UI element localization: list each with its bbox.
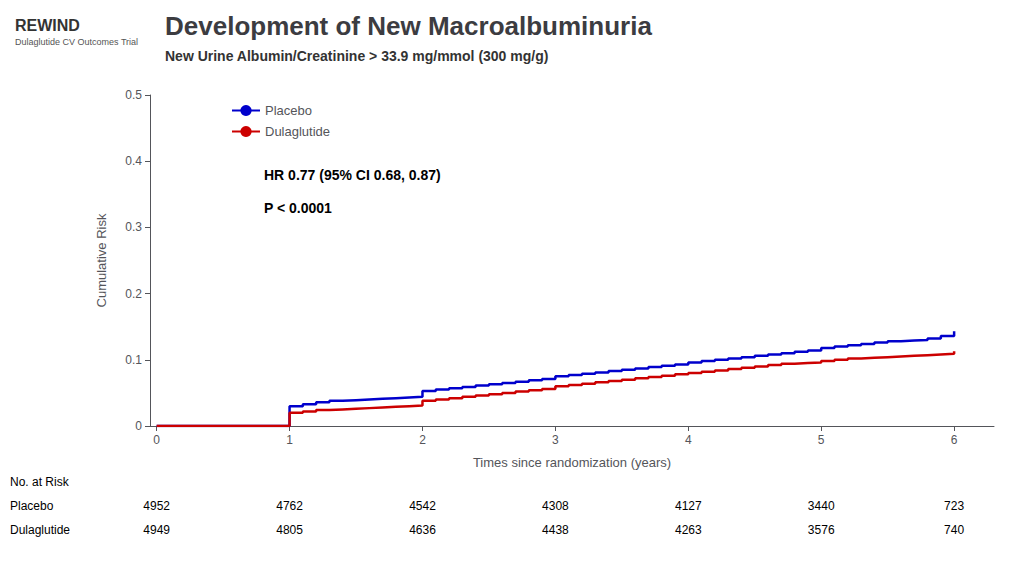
- svg-text:2: 2: [419, 433, 426, 447]
- svg-text:4: 4: [685, 433, 692, 447]
- svg-text:Times since randomization (yea: Times since randomization (years): [473, 455, 671, 470]
- svg-text:Placebo: Placebo: [265, 103, 312, 118]
- svg-text:Placebo: Placebo: [10, 499, 54, 513]
- svg-text:0: 0: [135, 419, 142, 433]
- svg-text:1: 1: [286, 433, 293, 447]
- svg-text:0.5: 0.5: [125, 88, 142, 102]
- svg-text:0: 0: [153, 433, 160, 447]
- svg-text:4438: 4438: [542, 523, 569, 537]
- svg-text:New Urine Albumin/Creatinine >: New Urine Albumin/Creatinine > 33.9 mg/m…: [165, 48, 548, 64]
- svg-text:4542: 4542: [409, 499, 436, 513]
- svg-text:0.2: 0.2: [125, 287, 142, 301]
- svg-text:No. at Risk: No. at Risk: [10, 475, 70, 489]
- svg-text:6: 6: [951, 433, 958, 447]
- svg-text:723: 723: [944, 499, 964, 513]
- svg-text:3440: 3440: [808, 499, 835, 513]
- svg-text:5: 5: [818, 433, 825, 447]
- svg-text:Dulaglutide CV Outcomes Trial: Dulaglutide CV Outcomes Trial: [15, 37, 138, 47]
- svg-text:Development of New Macroalbumi: Development of New Macroalbuminuria: [165, 11, 652, 41]
- svg-text:0.4: 0.4: [125, 154, 142, 168]
- svg-text:4263: 4263: [675, 523, 702, 537]
- svg-text:Dulaglutide: Dulaglutide: [10, 523, 70, 537]
- svg-text:P < 0.0001: P < 0.0001: [264, 200, 332, 216]
- svg-text:3: 3: [552, 433, 559, 447]
- svg-text:REWIND: REWIND: [15, 17, 80, 34]
- svg-text:3576: 3576: [808, 523, 835, 537]
- svg-text:4949: 4949: [143, 523, 170, 537]
- svg-text:0.3: 0.3: [125, 220, 142, 234]
- svg-text:4952: 4952: [143, 499, 170, 513]
- svg-text:4805: 4805: [276, 523, 303, 537]
- svg-text:4127: 4127: [675, 499, 702, 513]
- svg-text:HR 0.77 (95% CI 0.68, 0.87): HR 0.77 (95% CI 0.68, 0.87): [264, 167, 441, 183]
- svg-text:Cumulative Risk: Cumulative Risk: [94, 213, 109, 307]
- svg-text:740: 740: [944, 523, 964, 537]
- svg-text:4636: 4636: [409, 523, 436, 537]
- svg-text:Dulaglutide: Dulaglutide: [265, 124, 330, 139]
- svg-text:4762: 4762: [276, 499, 303, 513]
- svg-text:0.1: 0.1: [125, 353, 142, 367]
- svg-text:4308: 4308: [542, 499, 569, 513]
